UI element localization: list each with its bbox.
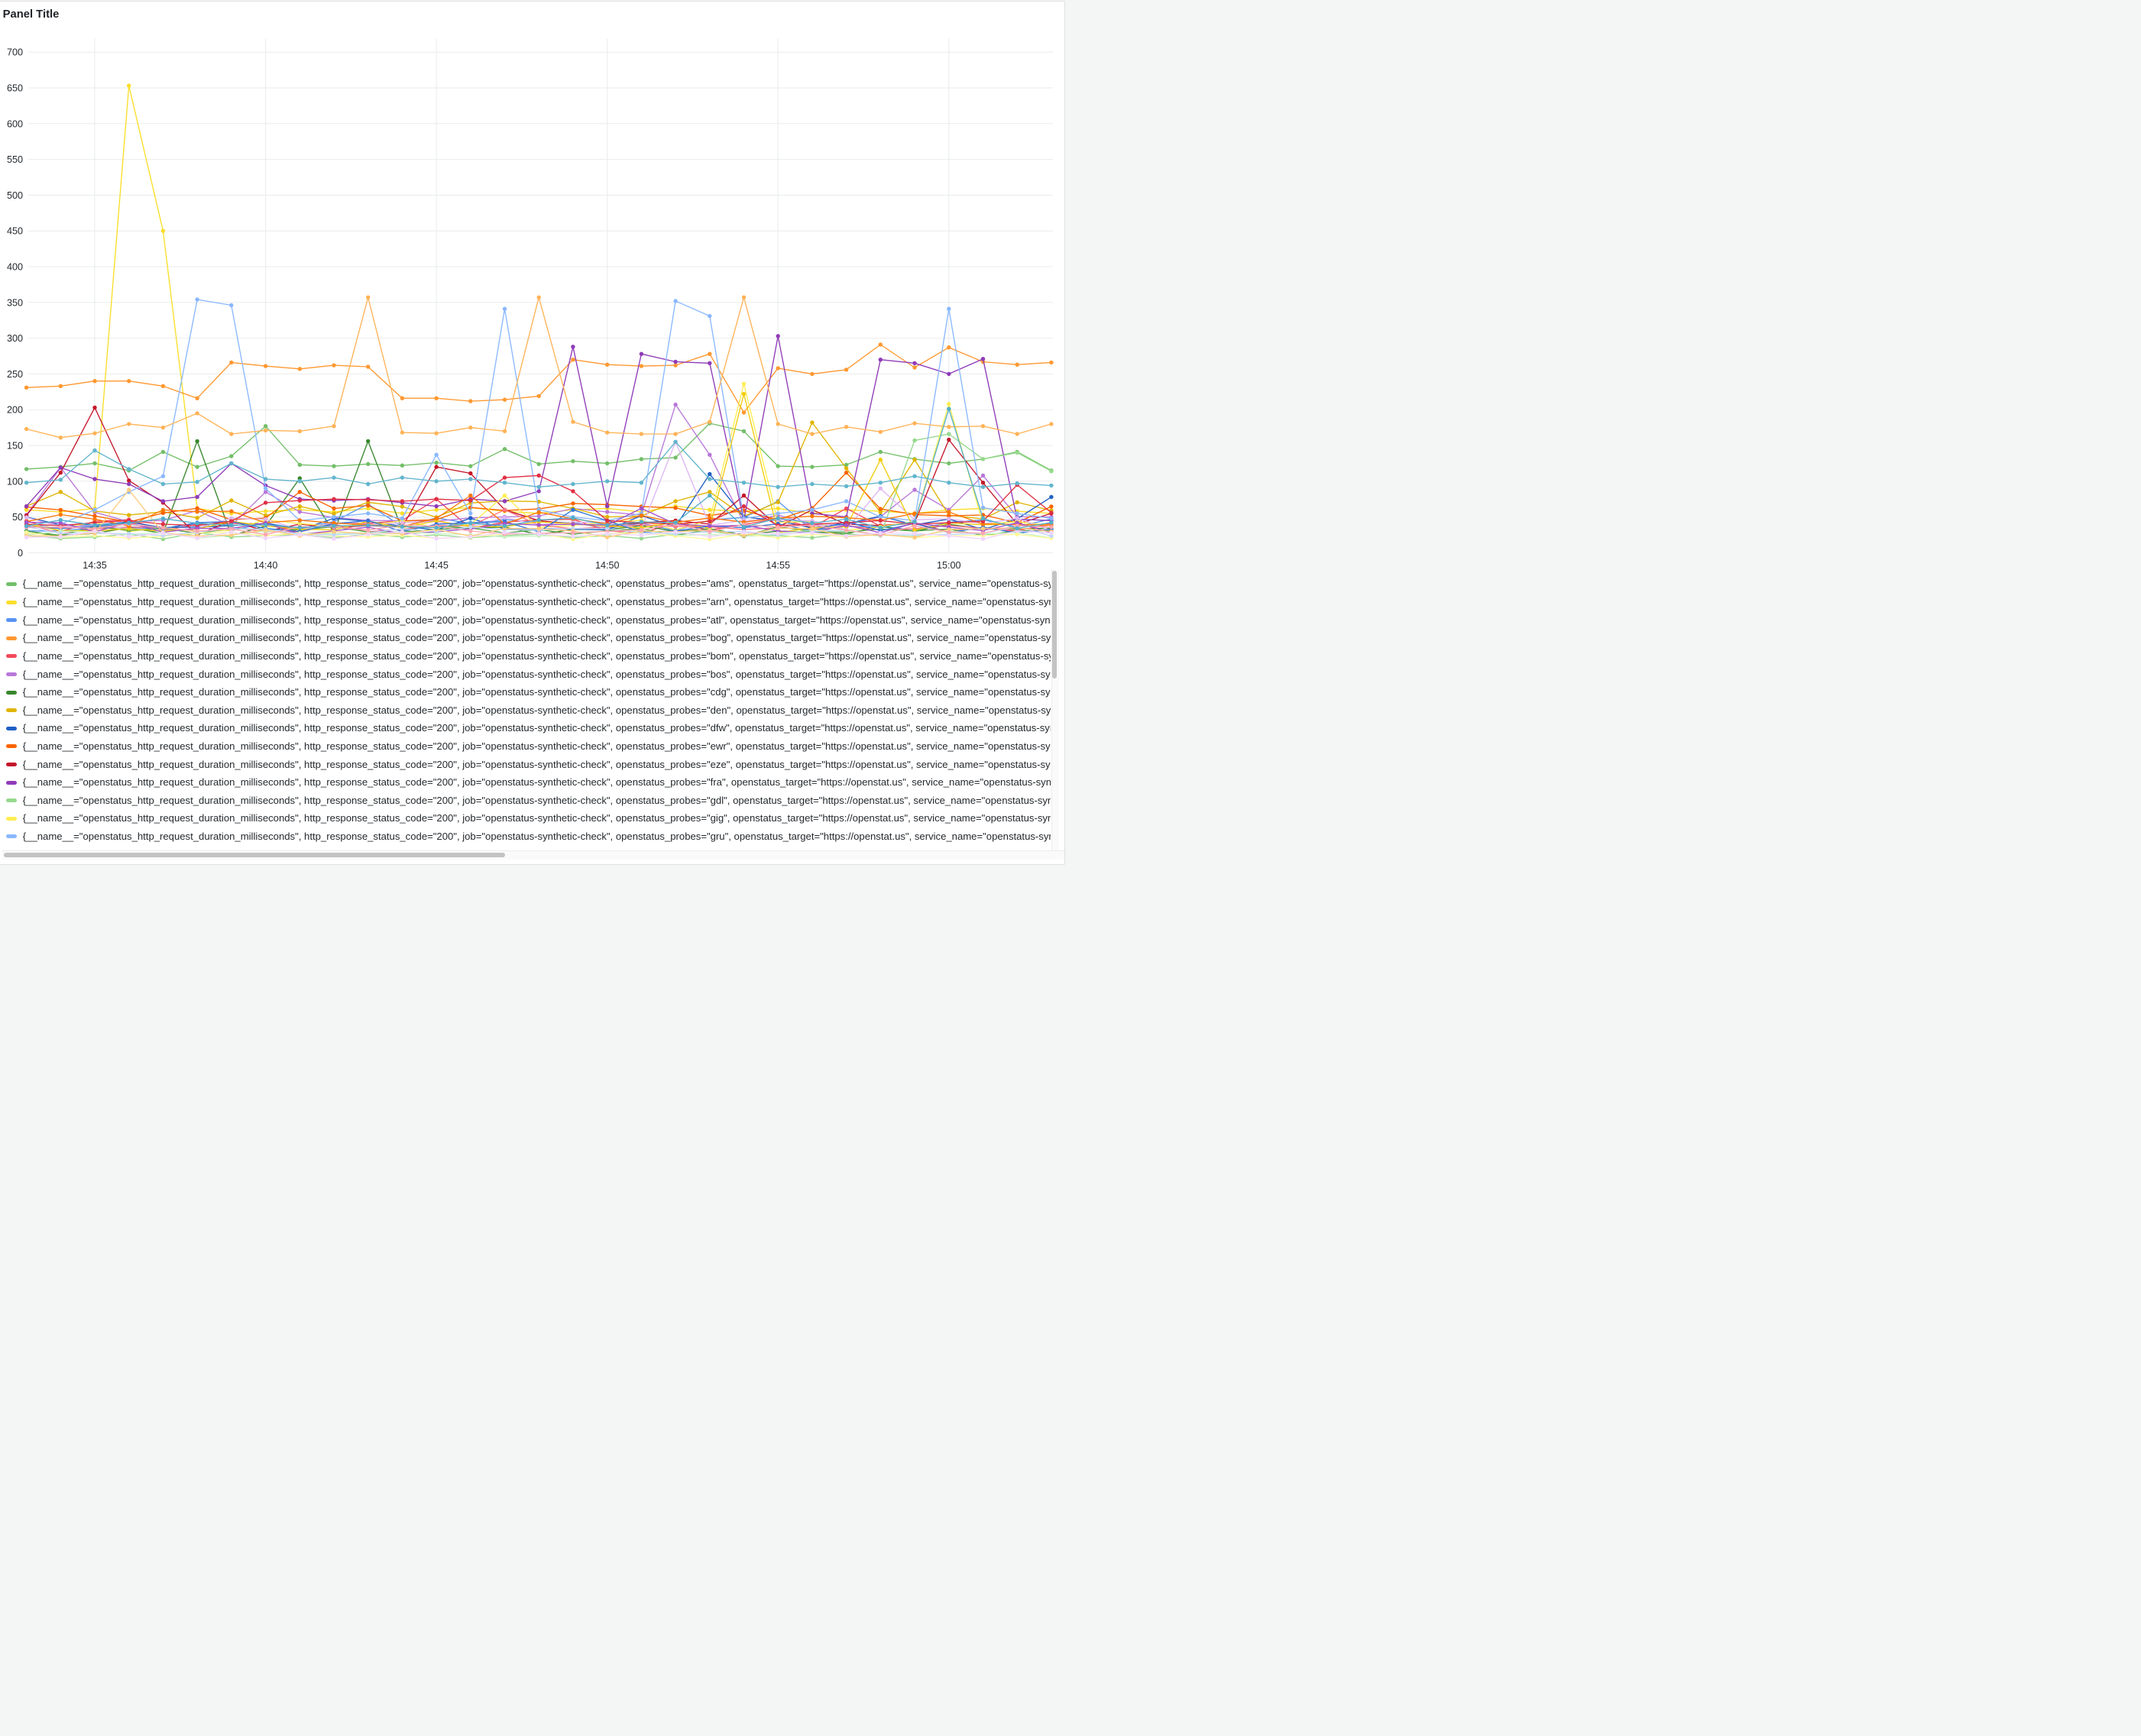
svg-text:650: 650 [7, 83, 23, 94]
svg-text:200: 200 [7, 405, 23, 416]
svg-text:550: 550 [7, 154, 23, 165]
svg-text:150: 150 [7, 441, 23, 452]
svg-text:15:00: 15:00 [937, 560, 961, 570]
svg-text:600: 600 [7, 118, 23, 129]
svg-text:450: 450 [7, 226, 23, 237]
svg-text:14:45: 14:45 [424, 560, 449, 570]
svg-text:100: 100 [7, 476, 23, 487]
svg-text:14:40: 14:40 [254, 560, 278, 570]
svg-text:14:55: 14:55 [766, 560, 790, 570]
svg-text:700: 700 [7, 47, 23, 58]
svg-text:400: 400 [7, 262, 23, 273]
svg-text:14:50: 14:50 [595, 560, 620, 570]
svg-text:250: 250 [7, 369, 23, 380]
svg-text:50: 50 [12, 512, 23, 523]
svg-text:350: 350 [7, 297, 23, 308]
svg-text:500: 500 [7, 190, 23, 201]
svg-text:14:35: 14:35 [83, 560, 107, 570]
svg-text:300: 300 [7, 333, 23, 344]
svg-text:0: 0 [18, 548, 23, 559]
